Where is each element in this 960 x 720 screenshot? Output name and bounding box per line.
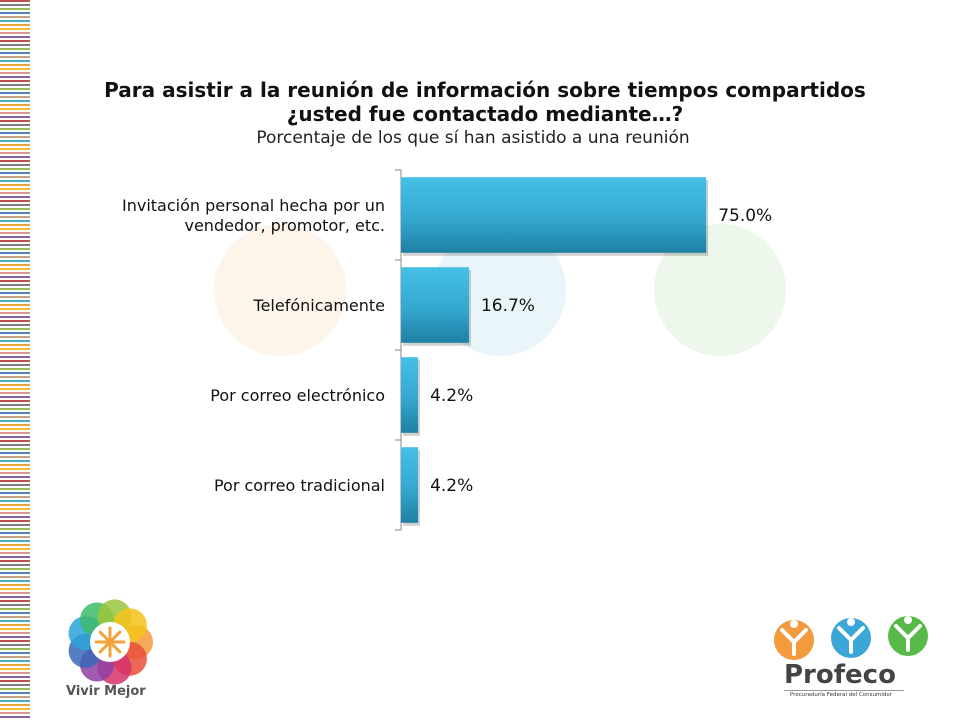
value-label: 4.2% (430, 386, 473, 406)
chart-title-line-1: Para asistir a la reunión de información… (104, 78, 866, 102)
vivir-mejor-logo-icon (68, 599, 153, 685)
category-label: vendedor, promotor, etc. (184, 216, 385, 235)
bar-0 (401, 177, 707, 253)
profeco-logo-icon (774, 616, 928, 660)
value-label: 4.2% (430, 476, 473, 496)
chart-title: Para asistir a la reunión de información… (60, 78, 910, 126)
category-label: Por correo electrónico (210, 386, 385, 405)
bar-3 (401, 447, 419, 523)
profeco-logo-rule (784, 690, 904, 691)
bar-1 (401, 267, 469, 343)
profeco-watermark (214, 224, 786, 356)
profeco-logo-text: Profeco (784, 660, 896, 690)
decorative-stripes (0, 0, 30, 718)
chart-subtitle: Porcentaje de los que sí han asistido a … (256, 128, 690, 148)
bar-2 (401, 357, 419, 433)
category-label: Telefónicamente (253, 296, 385, 315)
category-label: Por correo tradicional (214, 476, 385, 495)
category-label: Invitación personal hecha por un (122, 196, 385, 215)
value-label: 75.0% (718, 206, 772, 226)
bar-chart: Invitación personal hecha por unvendedor… (122, 169, 772, 531)
vivir-mejor-logo-text: Vivir Mejor (66, 684, 146, 699)
chart-title-line-2: ¿usted fue contactado mediante…? (286, 102, 684, 126)
profeco-logo-subtitle: Procuraduría Federal del Consumidor (790, 692, 892, 698)
value-label: 16.7% (481, 296, 535, 316)
